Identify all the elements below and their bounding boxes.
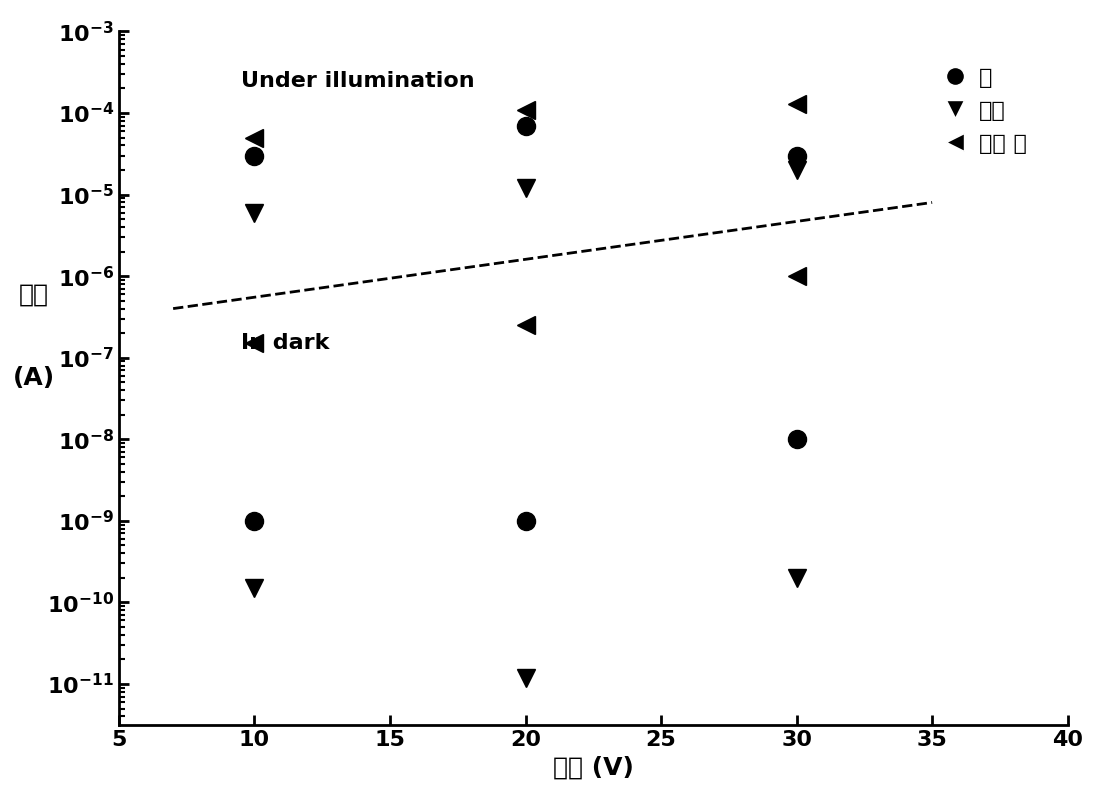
Text: Under illumination: Under illumination — [241, 70, 475, 90]
Text: 电流: 电流 — [19, 283, 49, 307]
X-axis label: 电压 (V): 电压 (V) — [553, 755, 634, 779]
Legend: 硅, 云母, 蓝宝 石: 硅, 云母, 蓝宝 石 — [938, 57, 1038, 166]
Text: (A): (A) — [12, 366, 54, 390]
Text: In dark: In dark — [241, 334, 329, 354]
